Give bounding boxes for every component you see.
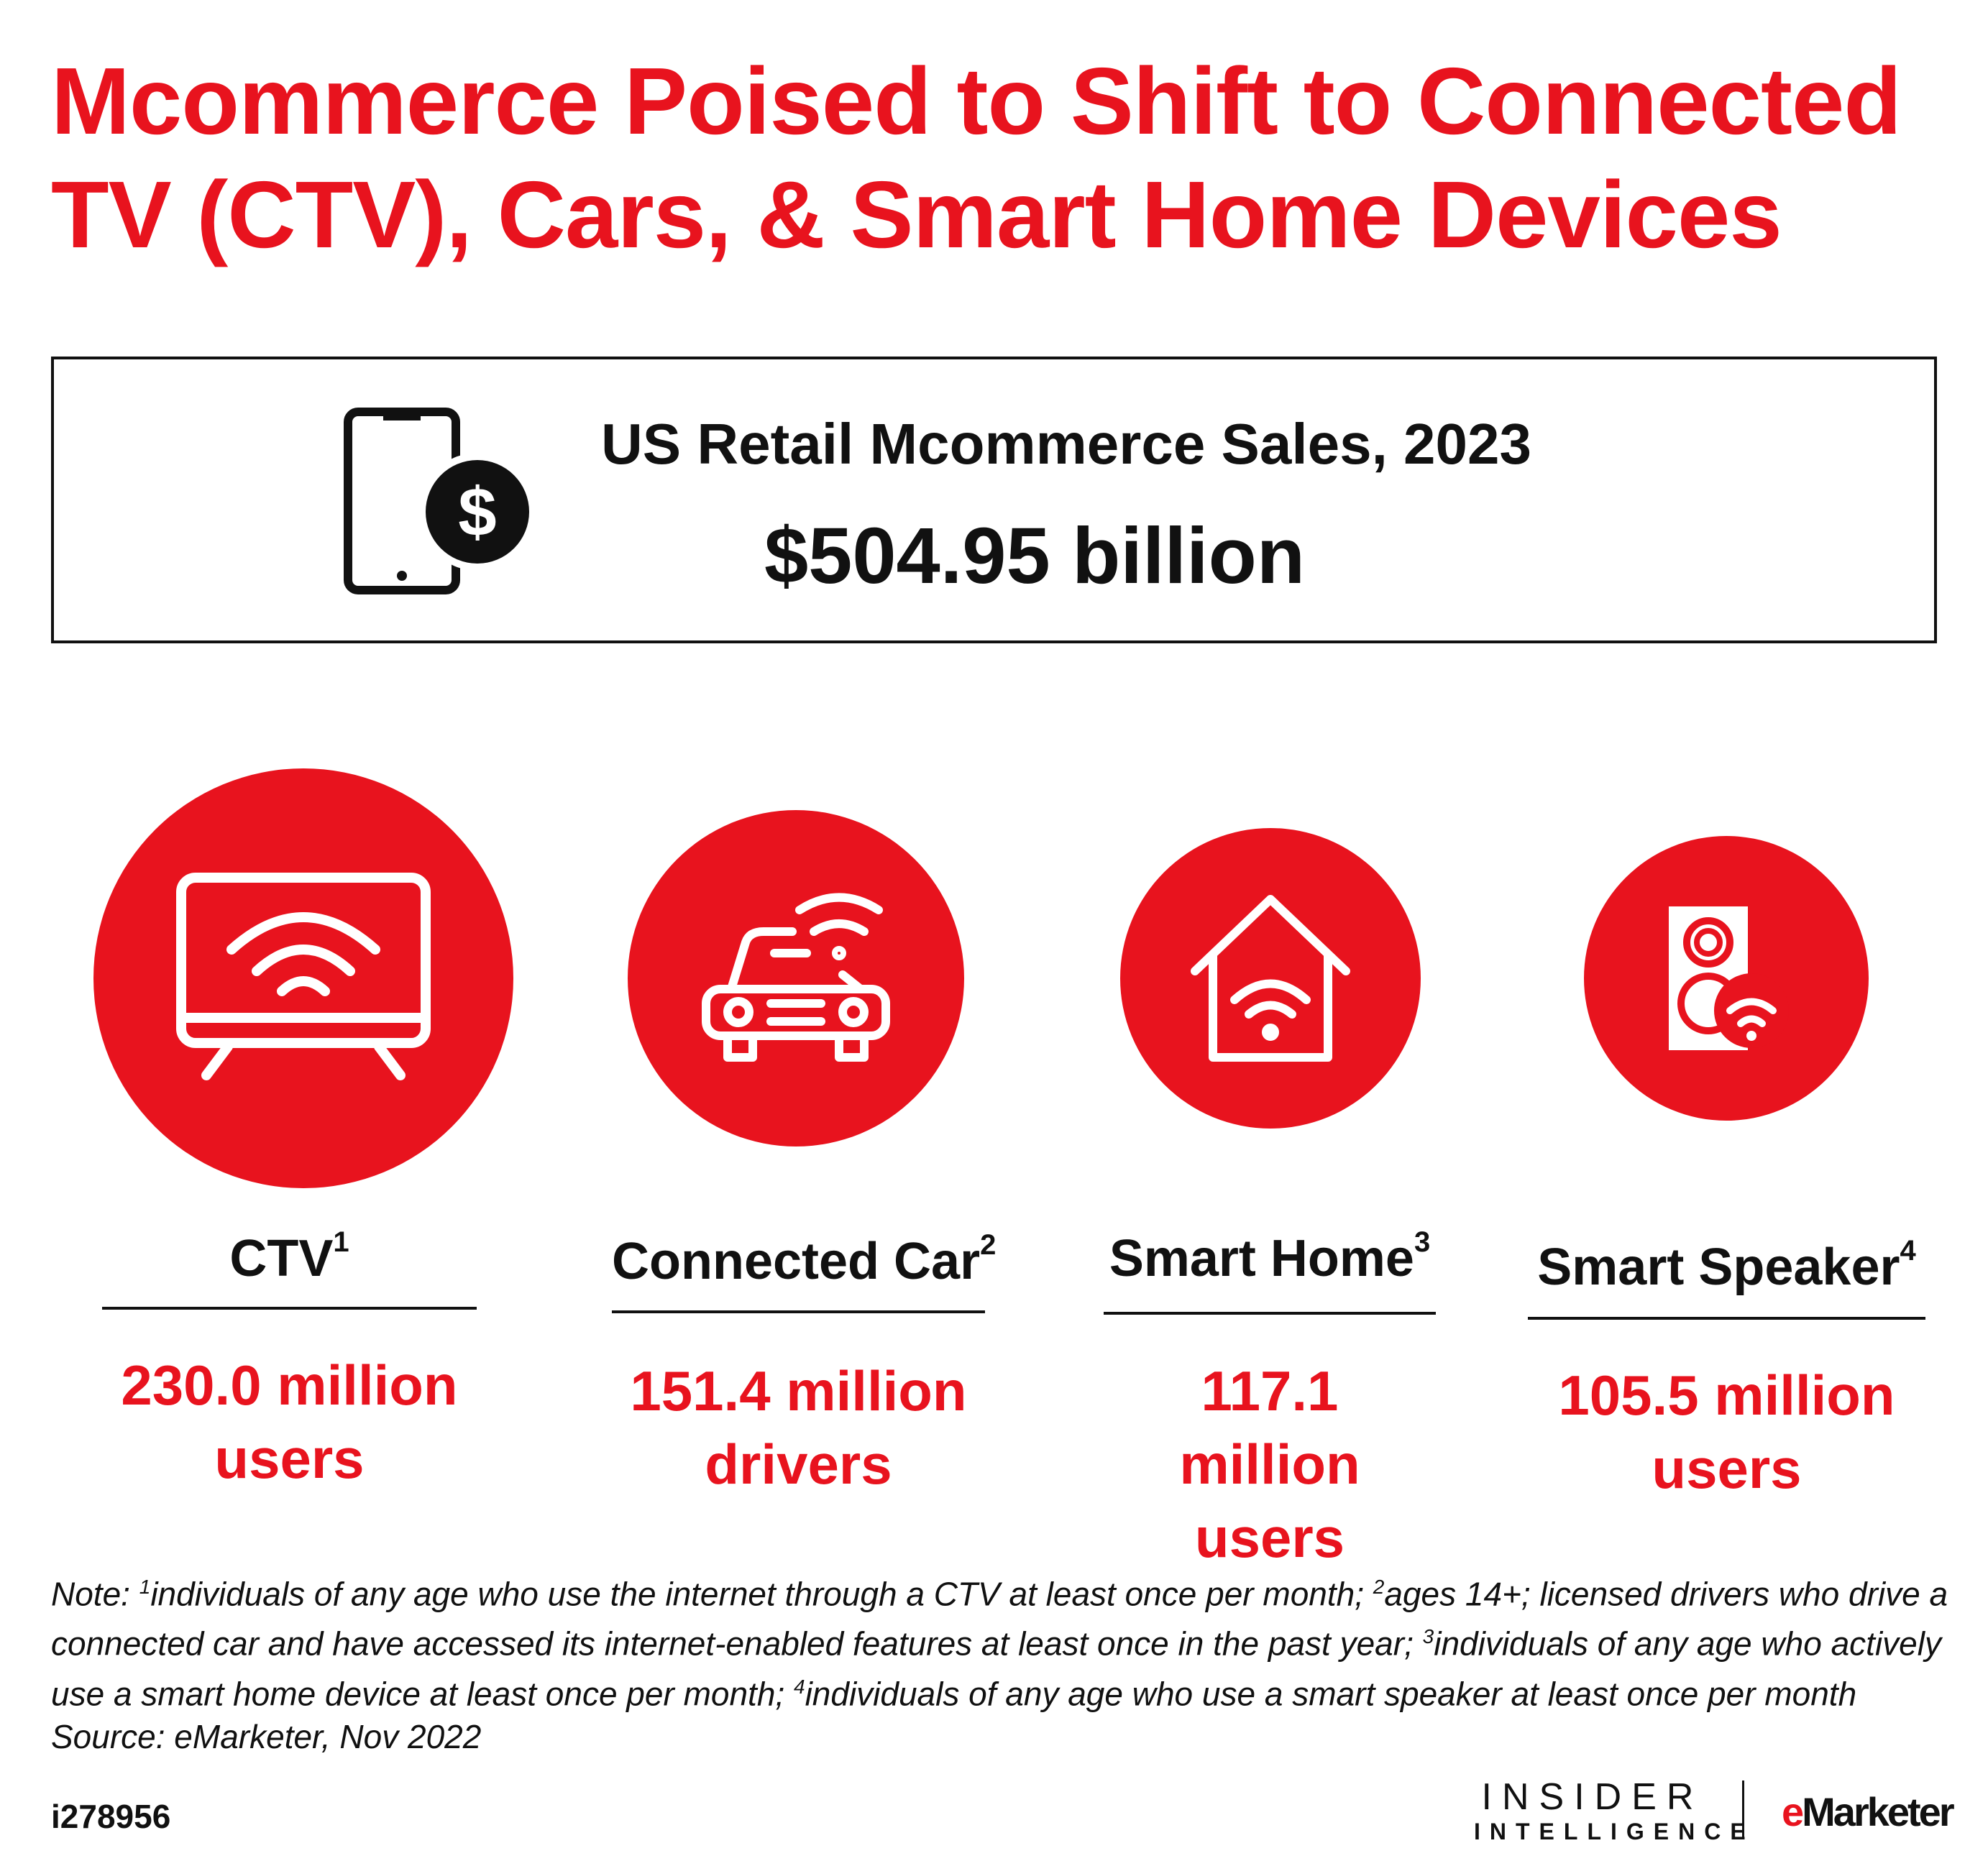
device-label-smart-home: Smart Home3 xyxy=(1109,1226,1431,1287)
source: Source: eMarketer, Nov 2022 xyxy=(51,1717,482,1755)
car-wifi-icon xyxy=(702,893,890,1062)
emarketer-logo: eMarketer xyxy=(1782,1789,1955,1834)
speaker-wifi-icon xyxy=(1669,906,1789,1050)
device-value-ctv: 230.0 million users xyxy=(121,1354,458,1490)
divider xyxy=(1104,1312,1436,1315)
chart-id: i278956 xyxy=(51,1798,171,1835)
smart-home-circle xyxy=(1120,828,1421,1129)
device-value-smart-speaker: 105.5 million users xyxy=(1558,1364,1895,1500)
smart-speaker-circle xyxy=(1584,836,1869,1121)
divider xyxy=(1528,1317,1925,1320)
phone-dollar-icon: $ xyxy=(344,408,536,594)
connected-car-circle xyxy=(628,810,964,1147)
insider-intelligence-logo: INSIDER INTELLIGENCE xyxy=(1474,1776,1755,1844)
title-line-2: TV (CTV), Cars, & Smart Home Devices xyxy=(51,162,1782,267)
device-label-ctv: CTV1 xyxy=(229,1226,349,1287)
device-value-smart-home: 117.1 million users xyxy=(1179,1359,1360,1569)
summary-value: $504.95 billion xyxy=(764,512,1306,600)
device-label-smart-speaker: Smart Speaker4 xyxy=(1537,1235,1916,1296)
home-wifi-icon xyxy=(1191,895,1350,1062)
summary-label: US Retail Mcommerce Sales, 2023 xyxy=(601,412,1532,476)
footnote: Note: 1individuals of any age who use th… xyxy=(51,1575,1948,1755)
divider xyxy=(102,1307,477,1310)
page-title: Mcommerce Poised to Shift to Connected TV… xyxy=(51,45,1902,272)
logo-divider xyxy=(1742,1780,1744,1838)
device-label-connected-car: Connected Car2 xyxy=(612,1229,997,1290)
ctv-circle xyxy=(93,768,513,1188)
device-value-connected-car: 151.4 million drivers xyxy=(630,1359,967,1496)
title-line-1: Mcommerce Poised to Shift to Connected xyxy=(51,48,1902,154)
svg-text:$: $ xyxy=(458,474,496,551)
tv-wifi-icon xyxy=(176,873,431,1080)
summary-box xyxy=(51,357,1937,643)
divider xyxy=(612,1310,985,1313)
